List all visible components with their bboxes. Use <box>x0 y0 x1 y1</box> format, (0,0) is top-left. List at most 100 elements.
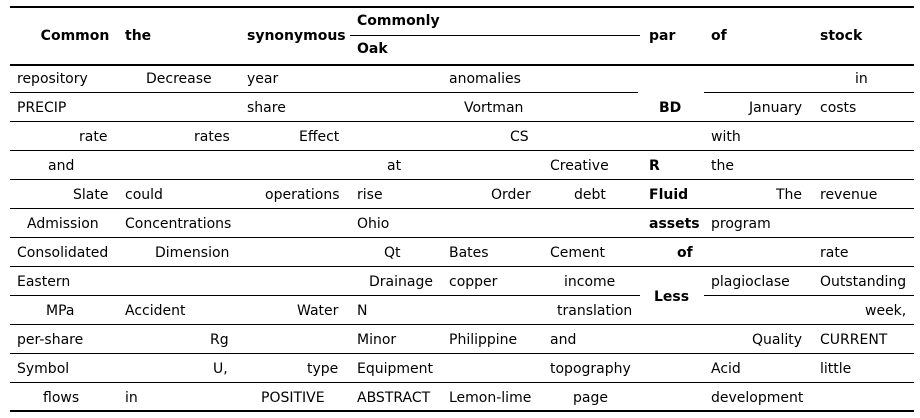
table-cell: Minor <box>357 332 397 348</box>
table-cell: Consolidated <box>17 245 109 261</box>
table-cell: assets <box>649 216 700 232</box>
table-cell: Slate <box>73 187 109 203</box>
table-cell: type <box>307 361 339 377</box>
table-cell: rate <box>820 245 849 261</box>
table-cell: per-share <box>17 332 84 348</box>
table-cell: week, <box>865 303 907 319</box>
table-cell: R <box>649 158 660 174</box>
table-cell: and <box>48 158 75 174</box>
row-rule-7 <box>10 266 914 267</box>
table-cell: at <box>387 158 402 174</box>
table-cell: share <box>247 100 286 116</box>
table-cell: Symbol <box>17 361 70 377</box>
row-rule-11 <box>10 382 914 383</box>
header-bottom-rule <box>10 64 914 66</box>
header-cell: of <box>711 28 727 44</box>
table-cell: N <box>357 303 368 319</box>
table-cell: development <box>711 390 804 406</box>
table-cell: CS <box>510 129 529 145</box>
table-cell: CURRENT <box>820 332 888 348</box>
table-cell: program <box>711 216 771 232</box>
header-cell: Common <box>40 28 110 44</box>
table-cell: translation <box>557 303 633 319</box>
table-cell: MPa <box>46 303 75 319</box>
table-cell: Eastern <box>17 274 71 290</box>
row-rule-2 <box>10 121 914 122</box>
table-cell: Concentrations <box>125 216 232 232</box>
table-cell: Less <box>654 289 690 305</box>
row-rule-5 <box>10 208 914 209</box>
row-rule-10 <box>10 353 914 354</box>
table-cell: The <box>776 187 803 203</box>
table-cell: flows <box>43 390 80 406</box>
header-cell: par <box>649 28 676 44</box>
table-cell: rates <box>194 129 230 145</box>
table-cell: repository <box>17 71 88 87</box>
table-cell: costs <box>820 100 857 116</box>
table-cell: topography <box>550 361 631 377</box>
table-cell: PRECIP <box>17 100 67 116</box>
header-cell: stock <box>820 28 863 44</box>
table-cell: Bates <box>449 245 489 261</box>
table-cell: Decrease <box>146 71 212 87</box>
table-cell: Equipment <box>357 361 433 377</box>
table-cell: operations <box>265 187 340 203</box>
row-rule-8b <box>704 295 914 296</box>
table-cell: year <box>247 71 279 87</box>
table-cell: could <box>125 187 163 203</box>
table-cell: anomalies <box>449 71 521 87</box>
table-cell: Rg <box>210 332 229 348</box>
table-cell: income <box>564 274 616 290</box>
table-cell: BD <box>659 100 682 116</box>
table-cell: January <box>749 100 803 116</box>
row-rule-3 <box>10 150 914 151</box>
row-rule-1b <box>704 92 914 93</box>
table-cell: Vortman <box>464 100 524 116</box>
header-split-rule <box>350 35 640 36</box>
header-cell: the <box>125 28 152 44</box>
table-cell: rise <box>357 187 383 203</box>
table-cell: Admission <box>27 216 99 232</box>
table-cell: Order <box>491 187 531 203</box>
table-cell: POSITIVE <box>261 390 325 406</box>
table-cell: ABSTRACT <box>357 390 431 406</box>
table-cell: revenue <box>820 187 878 203</box>
table-cell: copper <box>449 274 498 290</box>
row-rule-4 <box>10 179 914 180</box>
table-cell: the <box>711 158 734 174</box>
row-rule-6 <box>10 237 914 238</box>
table-cell: Qt <box>384 245 401 261</box>
table-cell: Drainage <box>369 274 433 290</box>
table-cell: Philippine <box>449 332 518 348</box>
table-cell: Acid <box>711 361 741 377</box>
header-cell: Commonly <box>357 13 440 29</box>
table-cell: of <box>677 245 693 261</box>
table-cell: and <box>550 332 577 348</box>
table-cell: Water <box>297 303 339 319</box>
table-cell: Dimension <box>155 245 230 261</box>
row-rule-9 <box>10 324 914 325</box>
table-bottom-rule <box>10 410 914 412</box>
table-cell: in <box>855 71 868 87</box>
table-cell: rate <box>79 129 108 145</box>
table-cell: in <box>125 390 138 406</box>
table-cell: Cement <box>550 245 606 261</box>
table-cell: Outstanding <box>820 274 907 290</box>
row-rule-8a <box>10 295 640 296</box>
table-cell: Fluid <box>649 187 689 203</box>
table-cell: Creative <box>550 158 609 174</box>
row-rule-1 <box>10 92 638 93</box>
table-cell: page <box>573 390 608 406</box>
table-cell: little <box>820 361 852 377</box>
table-cell: Accident <box>125 303 186 319</box>
table-cell: U, <box>213 361 228 377</box>
table-cell: Effect <box>299 129 340 145</box>
header-cell: synonymous <box>247 28 346 44</box>
table-cell: Ohio <box>357 216 390 232</box>
table-cell: plagioclase <box>711 274 790 290</box>
table-top-rule <box>10 6 914 8</box>
table-cell: debt <box>574 187 606 203</box>
table-cell: with <box>711 129 741 145</box>
table-cell: Quality <box>752 332 803 348</box>
